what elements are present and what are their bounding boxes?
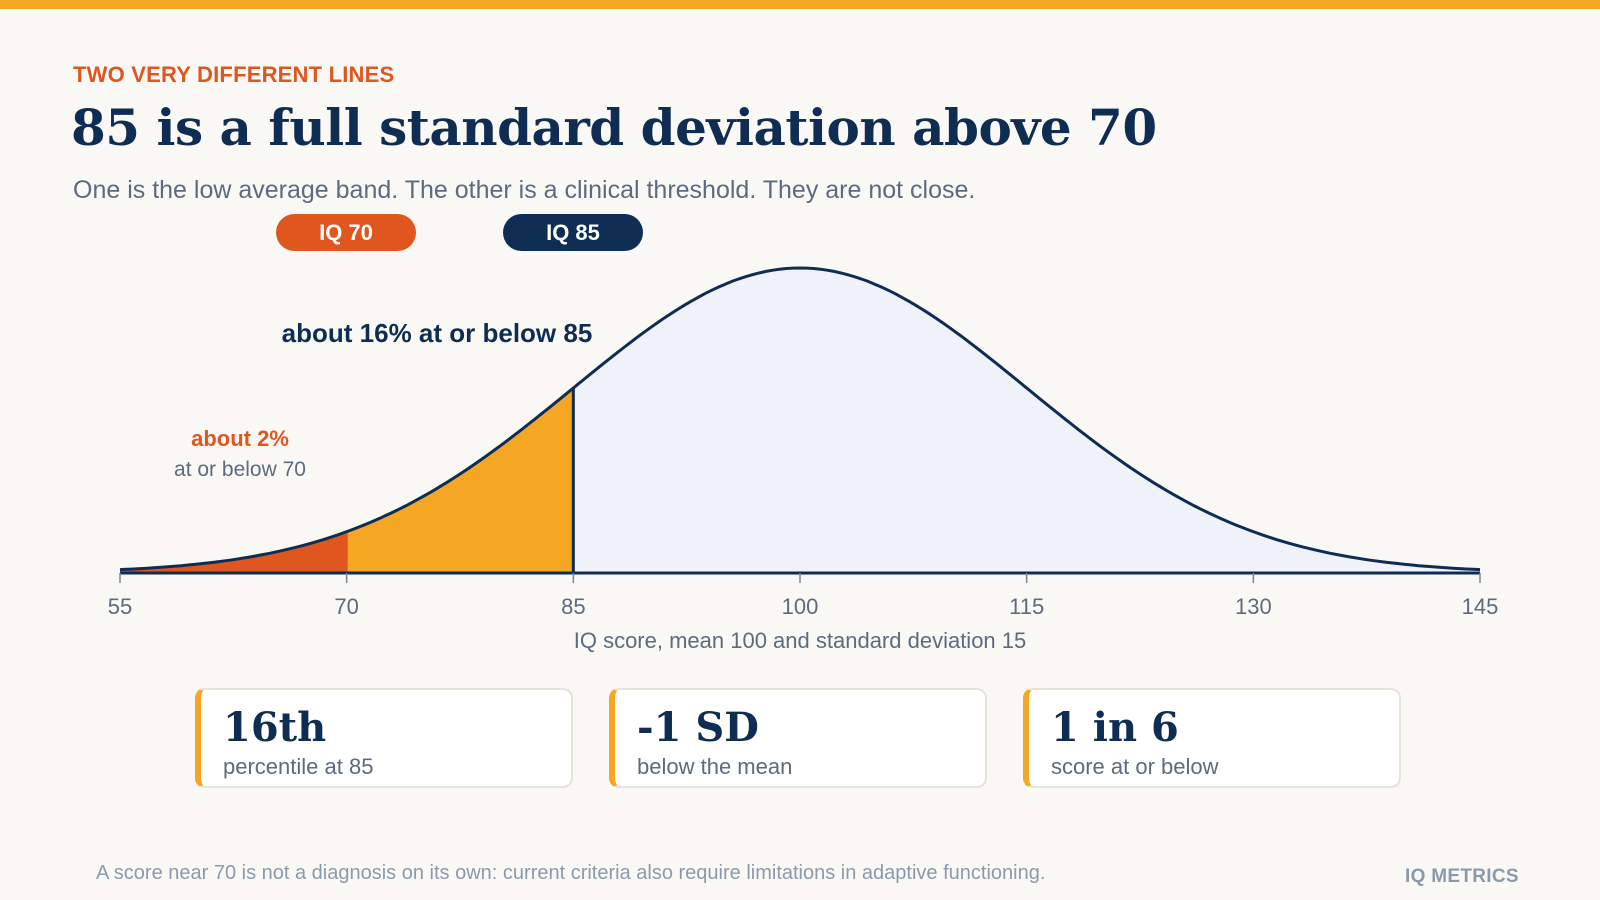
stat-value: 1 in 6 <box>1051 704 1179 751</box>
x-tick-label: 70 <box>334 594 358 619</box>
curve-line <box>119 266 1481 572</box>
shaded-region-below-70 <box>120 531 347 573</box>
annotation-at-70-value: about 2% <box>191 426 289 451</box>
stat-card-sd: -1 SD below the mean <box>609 688 987 788</box>
stat-card-ratio: 1 in 6 score at or below <box>1023 688 1401 788</box>
stat-card-percentile: 16th percentile at 85 <box>195 688 573 788</box>
eyebrow-label: TWO VERY DIFFERENT LINES <box>73 62 395 87</box>
top-accent-bar <box>0 0 1600 9</box>
x-tick-label: 145 <box>1462 594 1499 619</box>
x-tick-label: 130 <box>1235 594 1272 619</box>
page-title: 85 is a full standard deviation above 70 <box>71 98 1157 157</box>
x-tick-label: 55 <box>108 594 132 619</box>
stat-value: -1 SD <box>637 704 759 751</box>
annotation-at-85: about 16% at or below 85 <box>282 318 593 348</box>
stat-label: score at or below <box>1051 754 1219 779</box>
stat-label: below the mean <box>637 754 793 779</box>
brand-label: IQ METRICS <box>1405 866 1519 887</box>
x-axis-label: IQ score, mean 100 and standard deviatio… <box>574 628 1027 653</box>
x-tick-label: 85 <box>561 594 585 619</box>
annotation-at-70-text: at or below 70 <box>174 458 306 481</box>
x-tick-label: 100 <box>782 594 819 619</box>
stat-label: percentile at 85 <box>223 754 374 779</box>
x-axis-ticks: 55 70 85 100 115 130 145 <box>108 573 1499 619</box>
page-subtitle: One is the low average band. The other i… <box>73 176 976 204</box>
x-tick-label: 115 <box>1009 594 1044 619</box>
legend-pill-iq70: IQ 70 <box>276 214 416 251</box>
stat-value: 16th <box>223 704 327 751</box>
legend-pill-iq85: IQ 85 <box>503 214 643 251</box>
footnote: A score near 70 is not a diagnosis on it… <box>96 862 1046 884</box>
curve-fill-area <box>120 268 1480 573</box>
